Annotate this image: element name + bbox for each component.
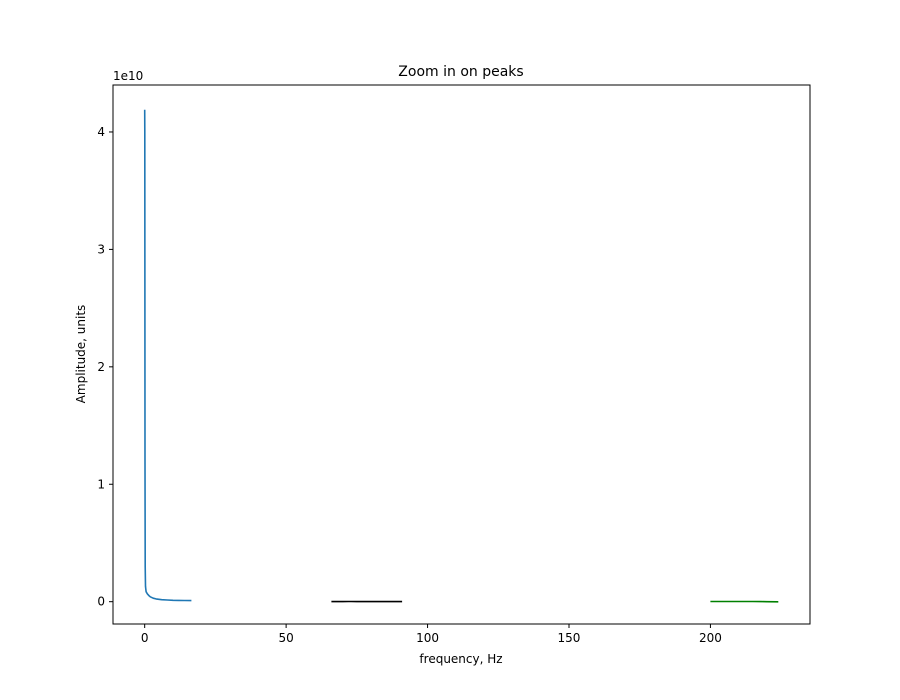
y-tick-label: 1 — [97, 477, 105, 491]
chart-title: Zoom in on peaks — [398, 64, 523, 80]
y-tick-label: 3 — [97, 242, 105, 256]
x-tick-label: 150 — [558, 631, 581, 645]
x-tick-label: 0 — [141, 631, 149, 645]
x-tick-label: 200 — [699, 631, 722, 645]
x-axis-label: frequency, Hz — [419, 652, 502, 666]
series-layer — [143, 109, 779, 603]
plot-frame — [112, 84, 811, 625]
ticks-layer: 0 50 100 150 200 0 1 2 3 4 — [97, 125, 722, 645]
series-line-1 — [143, 109, 192, 602]
x-tick-label: 100 — [416, 631, 439, 645]
y-tick-label: 4 — [97, 125, 105, 139]
y-tick-label: 0 — [97, 595, 105, 609]
x-tick-label: 50 — [278, 631, 293, 645]
y-offset-label: 1e10 — [113, 69, 143, 83]
y-tick-label: 2 — [97, 360, 105, 374]
y-axis-label: Amplitude, units — [74, 305, 88, 404]
